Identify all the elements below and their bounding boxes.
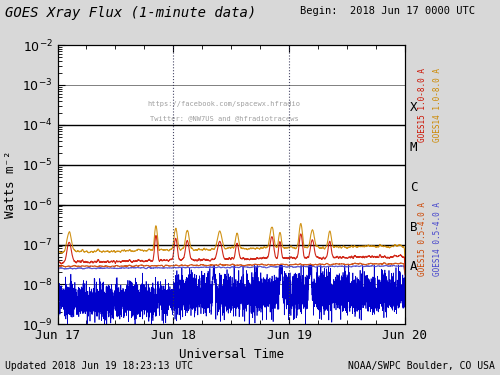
Text: GOES Xray Flux (1-minute data): GOES Xray Flux (1-minute data) [5,6,256,20]
Text: https://facebook.com/spacewx.hfradio: https://facebook.com/spacewx.hfradio [148,102,301,108]
Text: GOES14 0.5-4.0 A: GOES14 0.5-4.0 A [433,202,442,276]
Text: Updated 2018 Jun 19 18:23:13 UTC: Updated 2018 Jun 19 18:23:13 UTC [5,361,193,371]
Y-axis label: Watts m⁻²: Watts m⁻² [4,151,16,218]
Text: GOES15 1.0-8.0 A: GOES15 1.0-8.0 A [418,68,427,141]
X-axis label: Universal Time: Universal Time [178,348,284,361]
Text: GOES14 1.0-8.0 A: GOES14 1.0-8.0 A [433,68,442,141]
Text: Twitter: @NW7US and @hfradiotracews: Twitter: @NW7US and @hfradiotracews [150,116,298,122]
Text: Begin:  2018 Jun 17 0000 UTC: Begin: 2018 Jun 17 0000 UTC [300,6,475,16]
Text: GOES15 0.5-4.0 A: GOES15 0.5-4.0 A [418,202,427,276]
Text: NOAA/SWPC Boulder, CO USA: NOAA/SWPC Boulder, CO USA [348,361,495,371]
